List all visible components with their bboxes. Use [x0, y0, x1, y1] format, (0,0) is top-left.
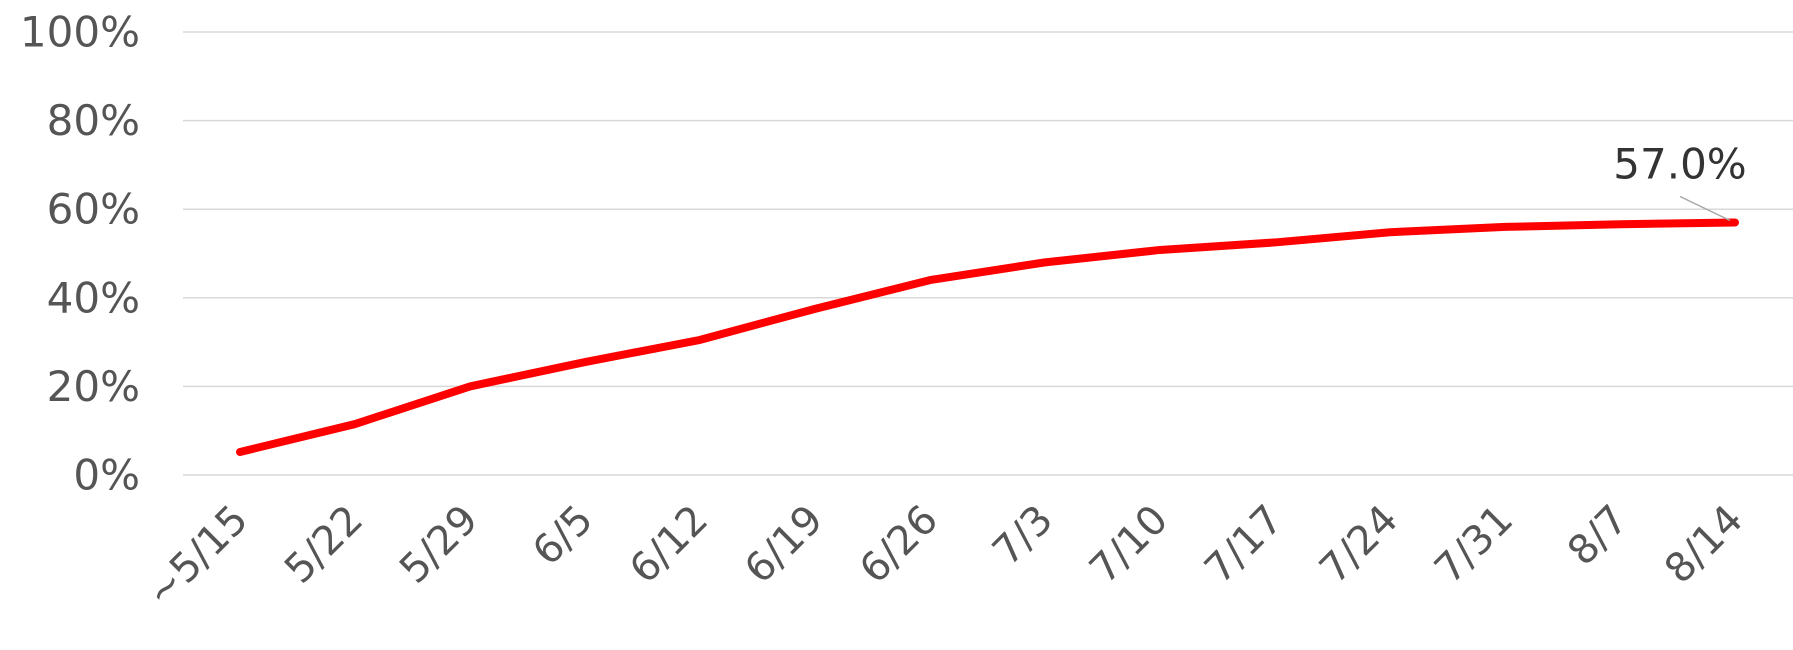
y-tick-label: 0%: [73, 451, 140, 500]
data-point: [814, 308, 816, 310]
data-point: [929, 279, 931, 281]
x-tick-label: 7/24: [1311, 497, 1407, 593]
x-tick-label: 5/29: [391, 497, 487, 593]
series-line: [236, 218, 1739, 456]
x-tick-label: 8/7: [1559, 497, 1637, 575]
gridlines: [183, 31, 1793, 476]
data-label: 57.0%: [1613, 139, 1746, 188]
y-axis-tick-labels: 0% 20% 40% 60% 80% 100%: [20, 8, 140, 500]
data-point: [1504, 226, 1506, 228]
x-tick-label: 6/19: [736, 497, 832, 593]
data-point: [1619, 223, 1621, 225]
x-axis-tick-labels: ~5/15 5/22 5/29 6/5 6/12 6/19 6/26 7/3 7/10 7/17 7…: [137, 497, 1752, 617]
data-labels: 57.0%: [1613, 139, 1747, 222]
y-tick-label: 40%: [47, 273, 140, 322]
x-tick-label: 7/10: [1081, 497, 1177, 593]
x-tick-label: 8/14: [1656, 497, 1752, 593]
data-label-leader: [1679, 195, 1731, 222]
data-point: [699, 339, 701, 341]
x-tick-label: ~5/15: [137, 497, 257, 617]
series-layer: [236, 218, 1739, 456]
y-tick-label: 80%: [47, 96, 140, 145]
data-point: [354, 423, 356, 425]
y-tick-label: 20%: [47, 362, 140, 411]
x-tick-label: 7/31: [1426, 497, 1522, 593]
data-point: [1389, 231, 1391, 233]
data-point: [1734, 221, 1736, 223]
x-tick-label: 6/5: [524, 497, 602, 575]
y-tick-label: 60%: [47, 185, 140, 234]
data-point: [469, 385, 471, 387]
x-tick-label: 7/17: [1196, 497, 1292, 593]
x-tick-label: 7/3: [984, 497, 1062, 575]
x-tick-label: 5/22: [276, 497, 372, 593]
y-tick-label: 100%: [20, 8, 140, 57]
data-point: [1044, 261, 1046, 263]
x-tick-label: 6/26: [851, 497, 947, 593]
data-point: [584, 361, 586, 363]
x-tick-label: 6/12: [621, 497, 717, 593]
data-point: [1159, 249, 1161, 251]
data-point: [1274, 241, 1276, 243]
data-point: [239, 451, 241, 453]
